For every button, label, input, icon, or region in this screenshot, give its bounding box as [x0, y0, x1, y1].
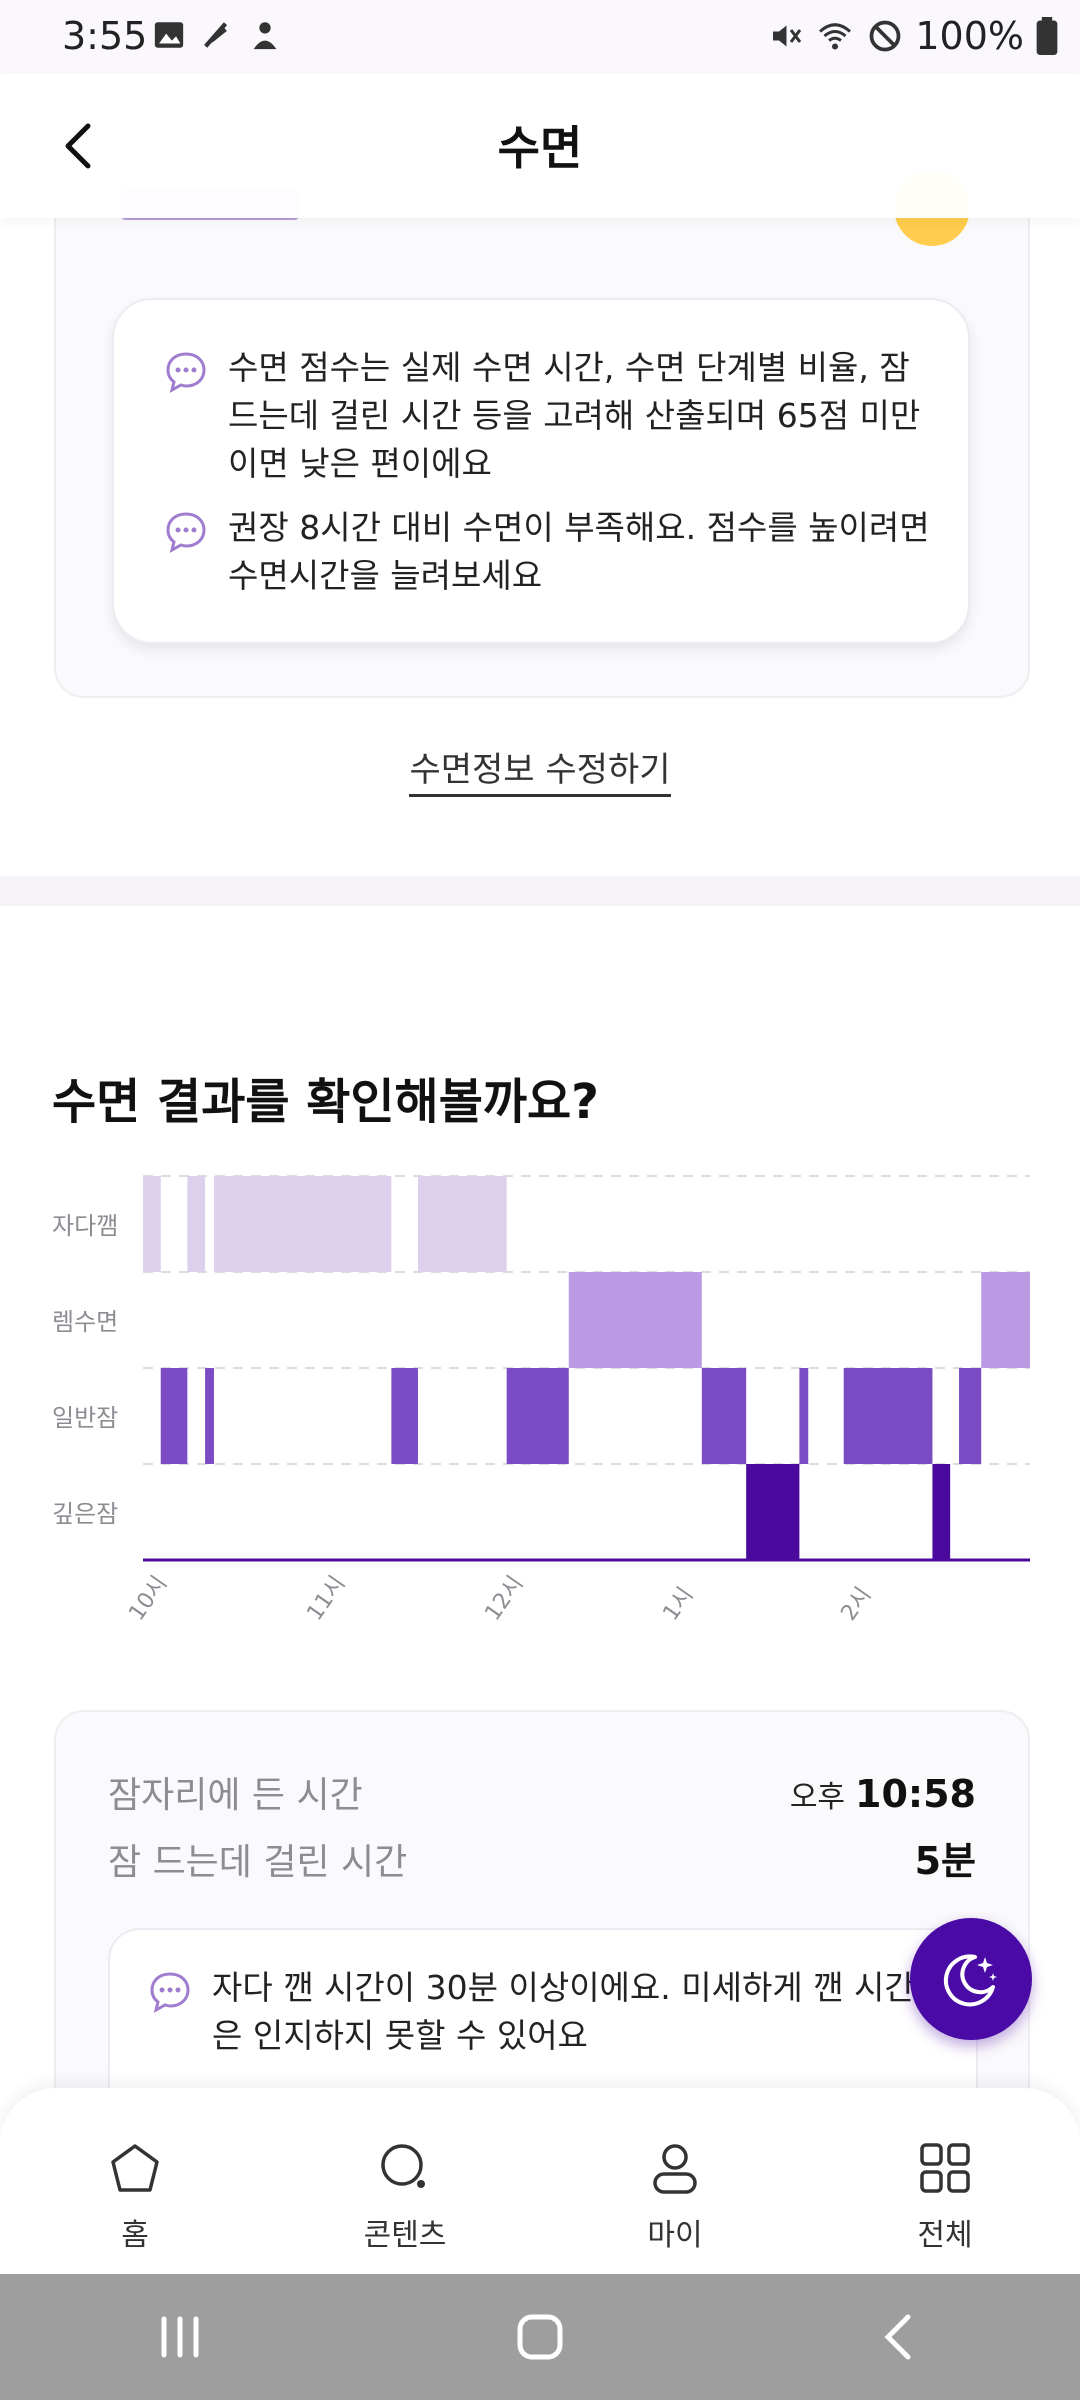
nav-contents[interactable]: 콘텐츠: [270, 2088, 540, 2274]
x-tick-label: 1시: [658, 1583, 698, 1625]
nav-all[interactable]: 전체: [810, 2088, 1080, 2274]
battery-percent: 100%: [915, 14, 1024, 58]
back-button[interactable]: [50, 116, 110, 176]
mute-icon: [773, 25, 802, 47]
feather-icon: [204, 22, 228, 48]
stage-segment: [506, 1368, 569, 1464]
tip-text: 권장 8시간 대비 수면이 부족해요. 점수를 높이려면 수면시간을 늘려보세요: [228, 508, 930, 595]
stage-label: 깊은잠: [52, 1500, 118, 1528]
app-bar: 수면: [0, 74, 1080, 218]
tip-item: 수면 점수는 실제 수면 시간, 수면 단계별 비율, 잠드는데 걸린 시간 등…: [162, 344, 932, 488]
sleep-mode-button[interactable]: [910, 1918, 1032, 2040]
tip-item: 자다 깬 시간이 30분 이상이에요. 미세하게 깬 시간은 인지하지 못할 수…: [146, 1964, 926, 2060]
system-navigation-bar: [0, 2274, 1080, 2400]
stage-segment: [417, 1176, 507, 1272]
notification-icons: [152, 18, 282, 52]
bedtime-time: 10:58: [855, 1772, 976, 1816]
chat-bubble-icon: [150, 1972, 190, 2013]
edit-sleep-info-label: 수면정보 수정하기: [409, 750, 671, 797]
stage-segment: [143, 1176, 161, 1272]
stage-segment: [205, 1368, 214, 1464]
grid-icon: [920, 2143, 970, 2193]
stage-segment: [843, 1368, 933, 1464]
bedtime-row: 잠자리에 든 시간 오후 10:58: [108, 1766, 976, 1818]
gallery-icon: [154, 22, 184, 48]
stage-segment: [187, 1176, 206, 1272]
stage-label: 일반잠: [52, 1404, 118, 1432]
stage-segment: [160, 1368, 188, 1464]
nav-my[interactable]: 마이: [540, 2088, 810, 2274]
stage-segment: [746, 1464, 800, 1560]
stage-label: 렘수면: [52, 1308, 118, 1336]
tip-text: 자다 깬 시간이 30분 이상이에요. 미세하게 깬 시간은 인지하지 못할 수…: [212, 1968, 915, 2055]
chevron-left-icon: [65, 123, 91, 169]
nav-home-label: 홈: [121, 2218, 149, 2253]
stage-segment: [568, 1272, 702, 1368]
home-icon: [111, 2144, 159, 2192]
status-time: 3:55: [62, 14, 148, 58]
chat-bubble-icon: [166, 352, 206, 393]
stage-segment: [213, 1176, 392, 1272]
edit-sleep-info-link[interactable]: 수면정보 수정하기: [0, 742, 1080, 797]
bedtime-label: 잠자리에 든 시간: [108, 1775, 363, 1816]
latency-value: 5분: [914, 1839, 976, 1883]
wifi-icon: [819, 23, 852, 50]
person-notification-icon: [253, 22, 277, 50]
nav-my-label: 마이: [647, 2218, 703, 2253]
stage-segment: [799, 1368, 809, 1464]
status-right: 100%: [767, 14, 1058, 58]
latency-row: 잠 드는데 걸린 시간 5분: [108, 1830, 976, 1885]
person-icon: [653, 2144, 697, 2194]
do-not-disturb-icon: [869, 20, 901, 52]
nav-home[interactable]: 홈: [0, 2088, 270, 2274]
stage-segment: [981, 1272, 1030, 1368]
tip-text: 수면 점수는 실제 수면 시간, 수면 단계별 비율, 잠드는데 걸린 시간 등…: [228, 348, 921, 483]
back-nav-icon[interactable]: [870, 2307, 930, 2367]
bottom-navigation: 홈 콘텐츠 마이 전체: [0, 2088, 1080, 2274]
score-info-bubble: 수면 점수는 실제 수면 시간, 수면 단계별 비율, 잠드는데 걸린 시간 등…: [112, 298, 970, 644]
sleep-result-title: 수면 결과를 확인해볼까요?: [52, 1074, 600, 1130]
nav-all-label: 전체: [917, 2218, 973, 2253]
chat-bubble-icon: [166, 512, 206, 553]
battery-icon: [1036, 17, 1058, 55]
stage-segment: [959, 1368, 982, 1464]
status-bar: 3:55 100%: [0, 0, 1080, 74]
stage-label: 자다깸: [52, 1212, 118, 1240]
stage-segment: [932, 1464, 951, 1560]
x-tick-label: 12시: [480, 1572, 528, 1626]
stage-segment: [391, 1368, 418, 1464]
x-tick-label: 2시: [836, 1583, 876, 1625]
page-title: 수면: [497, 121, 583, 175]
x-tick-label: 11시: [302, 1572, 350, 1626]
search-icon: [381, 2144, 425, 2188]
nav-contents-label: 콘텐츠: [363, 2218, 447, 2253]
tip-item: 권장 8시간 대비 수면이 부족해요. 점수를 높이려면 수면시간을 늘려보세요: [162, 504, 932, 600]
section-divider: [0, 876, 1080, 906]
recent-apps-icon[interactable]: [150, 2307, 210, 2367]
home-button-icon[interactable]: [510, 2307, 570, 2367]
bedtime-ampm: 오후: [789, 1780, 846, 1815]
stage-segment: [701, 1368, 747, 1464]
latency-label: 잠 드는데 걸린 시간: [108, 1842, 408, 1883]
moon-stars-icon: [943, 1954, 997, 2007]
x-tick-label: 10시: [124, 1572, 172, 1626]
bedtime-value: 오후 10:58: [790, 1772, 976, 1816]
